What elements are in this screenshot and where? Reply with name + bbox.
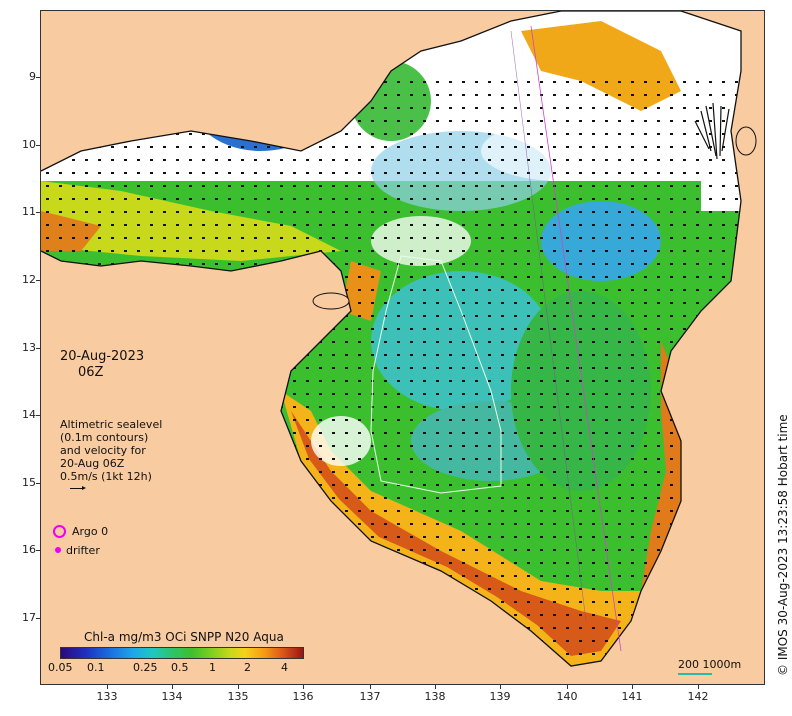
- map-panel: [40, 10, 765, 685]
- lon-tick: 139: [480, 685, 520, 703]
- drifter-dot-icon: [55, 547, 61, 553]
- satellite-track: [530, 25, 622, 652]
- credit-text: © IMOS 30-Aug-2023 13:23:58 Hobart time: [776, 414, 790, 676]
- lat-tick: 12: [0, 273, 40, 286]
- drifter-label: drifter: [66, 544, 100, 557]
- argo-label: Argo 0: [72, 525, 109, 538]
- colorbar-tick: 2: [244, 661, 251, 674]
- sea-level-contour: [370, 255, 502, 494]
- colorbar-tick: 0.1: [87, 661, 105, 674]
- colorbar-tick: 0.05: [48, 661, 73, 674]
- velocity-arrow-icon: [70, 486, 86, 490]
- colorbar-tick: 0.5: [171, 661, 189, 674]
- drifter-tracks: [694, 102, 730, 160]
- colorbar-tick: 0.25: [133, 661, 158, 674]
- sea-data-layer: [41, 11, 741, 666]
- lon-tick: 138: [415, 685, 455, 703]
- lat-tick: 9: [0, 70, 40, 83]
- map-date: 20-Aug-2023: [60, 349, 145, 364]
- lat-tick: 15: [0, 476, 40, 489]
- lon-tick: 142: [678, 685, 718, 703]
- argo-circle-icon: [53, 525, 66, 538]
- lat-tick: 16: [0, 543, 40, 556]
- colorbar-tick: 4: [281, 661, 288, 674]
- map-time: 06Z: [78, 365, 104, 380]
- legend-line: Altimetric sealevel: [60, 418, 163, 431]
- colorbar-tick: 1: [209, 661, 216, 674]
- lat-tick: 11: [0, 205, 40, 218]
- scale-label: 200 1000m: [678, 658, 742, 671]
- scale-bar: [678, 673, 712, 675]
- chlorophyll-map: [41, 11, 757, 667]
- lon-tick: 136: [283, 685, 323, 703]
- legend-line: and velocity for: [60, 444, 146, 457]
- lon-tick: 141: [612, 685, 652, 703]
- lat-tick: 10: [0, 138, 40, 151]
- coastline: [41, 11, 742, 667]
- legend-line: (0.1m contours): [60, 431, 149, 444]
- lat-tick: 17: [0, 611, 40, 624]
- velocity-vectors: [41, 71, 741, 666]
- velocity-legend: Altimetric sealevel (0.1m contours) and …: [60, 418, 210, 483]
- lat-tick: 14: [0, 408, 40, 421]
- lon-tick: 140: [547, 685, 587, 703]
- lon-tick: 137: [350, 685, 390, 703]
- lon-tick: 135: [218, 685, 258, 703]
- lat-tick: 13: [0, 341, 40, 354]
- lon-tick: 134: [152, 685, 192, 703]
- colorbar-title: Chl-a mg/m3 OCi SNPP N20 Aqua: [84, 630, 284, 644]
- legend-line: 0.5m/s (1kt 12h): [60, 470, 152, 483]
- colorbar: [60, 647, 304, 659]
- lon-tick: 133: [87, 685, 127, 703]
- legend-line: 20-Aug 06Z: [60, 457, 125, 470]
